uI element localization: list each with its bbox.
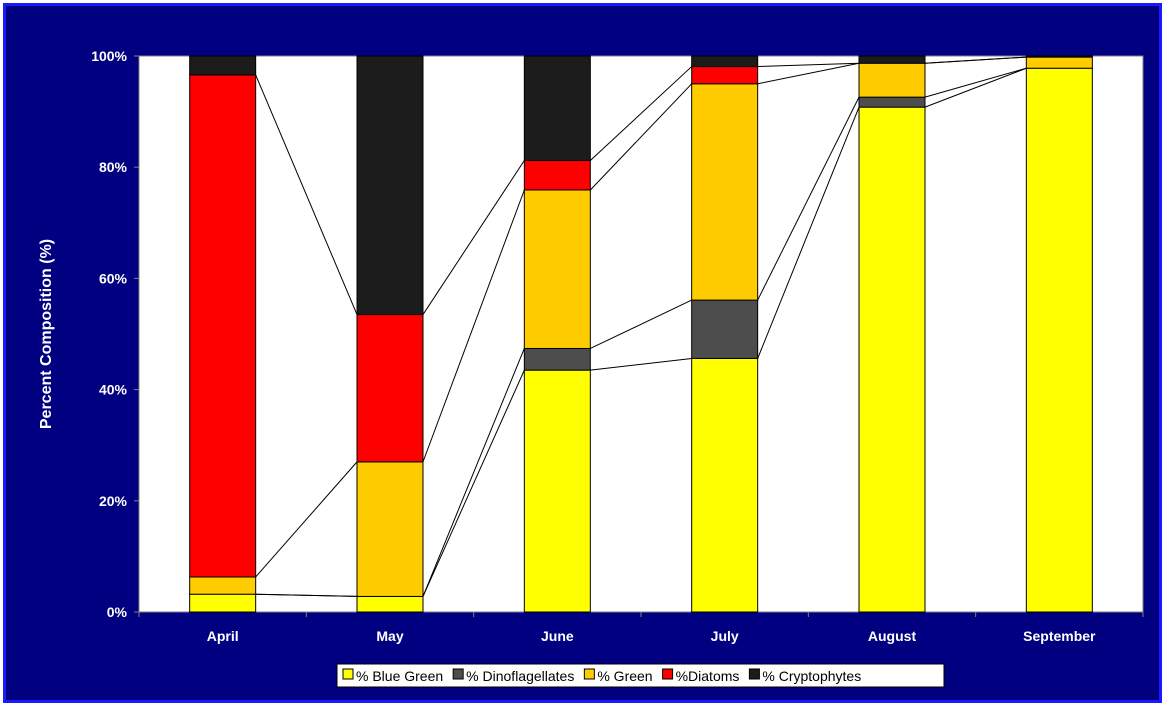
x-tick-label: August xyxy=(868,628,917,644)
bar-segment xyxy=(858,106,926,613)
bars-layer xyxy=(189,55,1093,613)
x-tick-label: May xyxy=(376,628,403,644)
series-line xyxy=(422,369,525,597)
y-tick-label: 60% xyxy=(99,270,128,286)
series-line xyxy=(924,56,1027,64)
bar-segment xyxy=(858,96,926,108)
x-tick-label: July xyxy=(711,628,739,644)
series-line xyxy=(757,62,860,68)
legend-label: % Dinoflagellates xyxy=(466,668,574,684)
bar-segment xyxy=(189,74,257,578)
legend-swatch xyxy=(342,668,354,680)
y-axis-label: Percent Composition (%) xyxy=(38,239,55,429)
x-axis-ticks: April May June July August September xyxy=(138,612,1144,644)
bar-segment xyxy=(523,55,591,162)
y-tick-label: 100% xyxy=(91,48,127,64)
series-line xyxy=(255,461,358,578)
series-line xyxy=(422,160,525,315)
legend-label: % Blue Green xyxy=(356,668,443,684)
bar-segment xyxy=(356,595,424,613)
bar-segment xyxy=(691,66,759,85)
series-line xyxy=(589,66,693,161)
bar-segment xyxy=(356,55,424,316)
legend-label: % Green xyxy=(597,668,652,684)
series-line xyxy=(255,593,358,597)
bar-segment xyxy=(523,189,591,349)
bar-segment xyxy=(691,299,759,359)
y-tick-label: 80% xyxy=(99,159,128,175)
bar-segment xyxy=(189,593,257,613)
legend-box xyxy=(336,663,945,688)
bar-segment xyxy=(189,55,257,76)
bar-segment xyxy=(691,55,759,68)
legend-swatch xyxy=(748,668,760,680)
series-lines-layer xyxy=(255,56,1027,597)
bar-segment xyxy=(691,83,759,301)
series-line xyxy=(924,67,1027,98)
bar-segment xyxy=(523,369,591,613)
bar-segment xyxy=(691,357,759,613)
bar-segment xyxy=(1025,67,1093,613)
series-line xyxy=(255,74,358,315)
bar-segment xyxy=(1025,55,1093,58)
bar-segment xyxy=(858,62,926,98)
x-tick-label: June xyxy=(541,628,574,644)
y-tick-label: 20% xyxy=(99,493,128,509)
legend-swatch xyxy=(662,668,674,680)
y-axis-ticks: 0% 20% 40% 60% 80% 100% xyxy=(91,48,139,620)
series-line xyxy=(757,106,860,359)
series-line xyxy=(757,96,860,301)
x-tick-label: September xyxy=(1023,628,1096,644)
series-line xyxy=(422,348,525,597)
bar-segment xyxy=(523,160,591,191)
legend-label: % Cryptophytes xyxy=(762,668,861,684)
bar-segment xyxy=(523,347,591,371)
x-tick-label: April xyxy=(207,628,239,644)
series-line xyxy=(757,62,860,85)
series-line xyxy=(924,67,1027,108)
legend-swatch xyxy=(583,668,595,680)
series-line xyxy=(589,83,693,191)
y-tick-label: 0% xyxy=(107,604,128,620)
bar-segment xyxy=(189,576,257,595)
bar-segment xyxy=(356,461,424,597)
bar-segment xyxy=(1025,56,1093,69)
bar-segment xyxy=(858,55,926,64)
series-line xyxy=(590,299,692,349)
series-line xyxy=(590,357,692,371)
bar-segment xyxy=(356,314,424,463)
legend: % Blue Green % Dinoflagellates % Green %Dia… xyxy=(336,663,945,688)
plot-area xyxy=(138,55,1144,613)
series-line xyxy=(422,189,525,463)
legend-label: %Diatoms xyxy=(676,668,740,684)
y-tick-label: 40% xyxy=(99,382,128,398)
legend-swatch xyxy=(452,668,464,680)
